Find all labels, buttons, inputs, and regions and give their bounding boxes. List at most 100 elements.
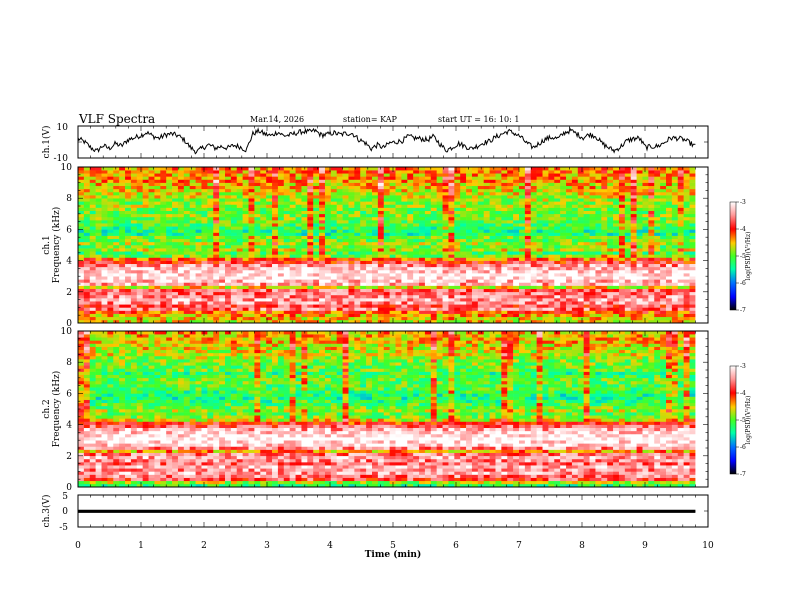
ch1-spectrogram-cell xyxy=(630,313,637,318)
ch1-spectrogram-cell xyxy=(513,173,520,177)
ch1-spectrogram-cell xyxy=(354,170,361,174)
ch1-spectrogram-cell xyxy=(401,179,408,183)
ch1-spectrogram-cell xyxy=(642,279,649,283)
ch1-spectrogram-cell xyxy=(524,304,532,308)
ch1-spectrogram-cell xyxy=(407,273,414,277)
ch1-spectrogram-cell xyxy=(507,232,514,236)
ch1-spectrogram-cell xyxy=(319,173,326,177)
ch1-spectrogram-cell xyxy=(219,170,226,174)
ch1-spectrogram-cell xyxy=(283,294,290,299)
ch1-spectrogram-cell xyxy=(348,310,355,314)
ch1-spectrogram-cell xyxy=(166,241,173,246)
ch1-spectrogram-cell xyxy=(624,266,632,271)
ch1-spectrogram-cell xyxy=(366,201,373,205)
ch1-spectrogram-cell xyxy=(583,235,590,240)
ch1-spectrogram-cell xyxy=(471,170,479,174)
ch1-spectrogram-cell xyxy=(201,223,208,227)
ch1-spectrogram-cell xyxy=(154,298,161,302)
ch1-spectrogram-cell xyxy=(560,301,567,305)
ch1-spectrogram-cell xyxy=(148,316,155,321)
ch1-spectrogram-cell xyxy=(295,257,302,261)
ch1-spectrogram-cell xyxy=(307,288,314,293)
ch1-spectrogram-cell xyxy=(448,254,455,258)
ch1-spectrogram-cell xyxy=(330,298,338,302)
ch1-spectrogram-cell xyxy=(142,294,149,299)
ch1-spectrogram-cell xyxy=(642,204,649,208)
ch1-spectrogram-cell xyxy=(219,273,226,277)
ch1-spectrogram-cell xyxy=(577,319,584,324)
ch1-spectrogram-cell xyxy=(507,238,514,243)
ch1-spectrogram-cell xyxy=(501,276,508,280)
ch1-spectrogram-cell xyxy=(507,273,514,277)
ch1-spectrogram-cell xyxy=(471,313,479,318)
ch1-spectrogram-cell xyxy=(613,310,620,314)
ch1-spectrogram-cell xyxy=(560,182,567,187)
ch1-spectrogram-cell xyxy=(142,248,149,252)
ch1-spectrogram-cell xyxy=(454,223,461,227)
ch1-spectrogram-cell xyxy=(448,201,455,205)
ch1-spectrogram-cell xyxy=(307,191,314,196)
ch1-spectrogram-cell xyxy=(201,167,208,171)
ch1-spectrogram-cell xyxy=(160,188,167,193)
ch1-spectrogram-cell xyxy=(301,260,308,265)
ch1-spectrogram-cell xyxy=(377,294,385,299)
ch1-spectrogram-cell xyxy=(360,201,367,205)
ch1-spectrogram-cell xyxy=(101,291,108,296)
ch1-spectrogram-cell xyxy=(442,207,449,211)
ch1-spectrogram-cell xyxy=(571,304,579,308)
ch1-spectrogram-cell xyxy=(78,198,85,202)
ch1-spectrogram-cell xyxy=(630,285,637,289)
ch1-spectrogram-cell xyxy=(119,254,126,258)
ch1-spectrogram-cell xyxy=(372,223,379,227)
ch1-spectrogram-cell xyxy=(177,182,185,187)
ch1-spectrogram-cell xyxy=(424,185,432,190)
ch1-spectrogram-cell xyxy=(513,182,520,187)
ch1-spectrogram-cell xyxy=(348,288,355,293)
ch1-spectrogram-cell xyxy=(636,210,643,215)
ch1-spectrogram-cell xyxy=(548,223,555,227)
ch1-spectrogram-cell xyxy=(366,223,373,227)
ch1-spectrogram-cell xyxy=(289,316,296,321)
ch1-spectrogram-cell xyxy=(471,195,479,199)
ch1-spectrogram-cell xyxy=(272,248,279,252)
ch1-spectrogram-cell xyxy=(242,167,249,171)
ch1-spectrogram-cell xyxy=(125,226,132,230)
ch1-spectrogram-cell xyxy=(254,195,261,199)
ch1-spectrogram-cell xyxy=(313,251,320,255)
ch1-spectrogram-cell xyxy=(430,179,437,183)
ch1-spectrogram-cell xyxy=(554,223,561,227)
ch1-spectrogram-cell xyxy=(542,226,549,230)
ch1-spectrogram-cell xyxy=(236,269,243,274)
ch1-spectrogram-cell xyxy=(324,291,332,296)
ch1-spectrogram-cell xyxy=(201,216,208,221)
ch1-spectrogram-cell xyxy=(113,226,120,230)
ch1-spectrogram-cell xyxy=(336,182,343,187)
ch1-spectrogram-cell xyxy=(577,294,584,299)
ch1-spectrogram-cell xyxy=(166,198,173,202)
ch1-spectrogram-cell xyxy=(242,319,249,324)
ch1-spectrogram-cell xyxy=(248,220,255,224)
ch1-spectrogram-cell xyxy=(372,263,379,268)
ch1-spectrogram-cell xyxy=(183,232,191,236)
ch1-spectrogram-cell xyxy=(442,167,449,171)
ch1-spectrogram-cell xyxy=(266,201,273,205)
ch1-spectrogram-cell xyxy=(589,279,596,283)
ch1-spectrogram-cell xyxy=(248,276,255,280)
ch1-spectrogram-cell xyxy=(642,248,649,252)
ch1-spectrogram-cell xyxy=(295,291,302,296)
ch1-spectrogram-cell xyxy=(177,216,185,221)
ch1-spectrogram-cell xyxy=(336,176,343,180)
ch1-spectrogram-cell xyxy=(642,210,649,215)
ch1-spectrogram-cell xyxy=(177,282,185,286)
ch1-spectrogram-cell xyxy=(589,310,596,314)
ch1-spectrogram-cell xyxy=(130,310,138,314)
ch1-spectrogram-cell xyxy=(230,310,238,314)
ch1-spectrogram-cell xyxy=(436,269,443,274)
ch1-spectrogram-cell xyxy=(213,276,220,280)
ch1-spectrogram-cell xyxy=(624,191,632,196)
ch1-spectrogram-cell xyxy=(389,263,396,268)
ch1-spectrogram-cell xyxy=(448,170,455,174)
ch1-spectrogram-cell xyxy=(377,248,385,252)
ch1-spectrogram-cell xyxy=(595,191,602,196)
ch1-spectrogram-cell xyxy=(536,185,543,190)
